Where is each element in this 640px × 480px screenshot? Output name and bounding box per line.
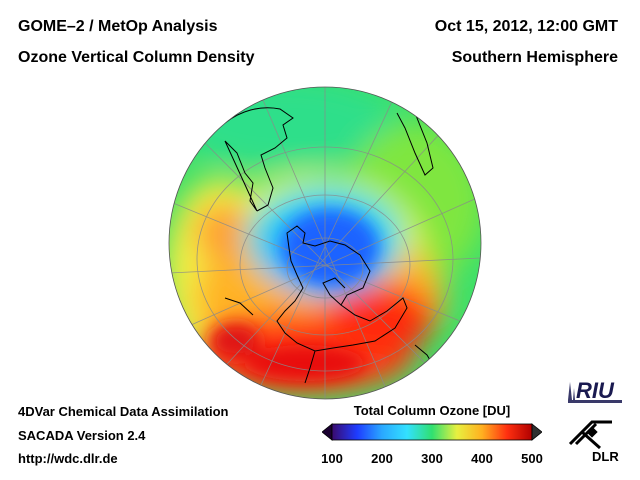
title-date: Oct 15, 2012, 12:00 GMT <box>434 18 618 35</box>
colorbar-high-arrow <box>531 423 542 441</box>
graticule <box>169 87 481 399</box>
title-quantity: Ozone Vertical Column Density <box>18 49 255 66</box>
legend-title: Total Column Ozone [DU] <box>353 403 511 418</box>
ozone-globe-map <box>168 86 482 400</box>
footer-method: 4DVar Chemical Data Assimilation <box>18 404 229 419</box>
title-instrument: GOME–2 / MetOp Analysis <box>18 18 218 35</box>
riu-logo: RIU <box>568 378 622 403</box>
dlr-logo-text: DLR <box>592 449 619 464</box>
colorbar-tick-100: 100 <box>321 451 343 466</box>
colorbar-tick-400: 400 <box>471 451 493 466</box>
colorbar-tick-500: 500 <box>521 451 543 466</box>
riu-logo-text: RIU <box>576 378 615 403</box>
colorbar <box>322 423 542 441</box>
colorbar-low-arrow <box>322 423 333 441</box>
colorbar-tick-300: 300 <box>421 451 443 466</box>
title-region: Southern Hemisphere <box>451 49 618 66</box>
colorbar-tick-200: 200 <box>371 451 393 466</box>
colorbar-gradient <box>331 423 533 441</box>
dlr-logo-icon <box>568 420 612 450</box>
footer-url[interactable]: http://wdc.dlr.de <box>18 451 118 466</box>
footer-version: SACADA Version 2.4 <box>18 428 146 443</box>
